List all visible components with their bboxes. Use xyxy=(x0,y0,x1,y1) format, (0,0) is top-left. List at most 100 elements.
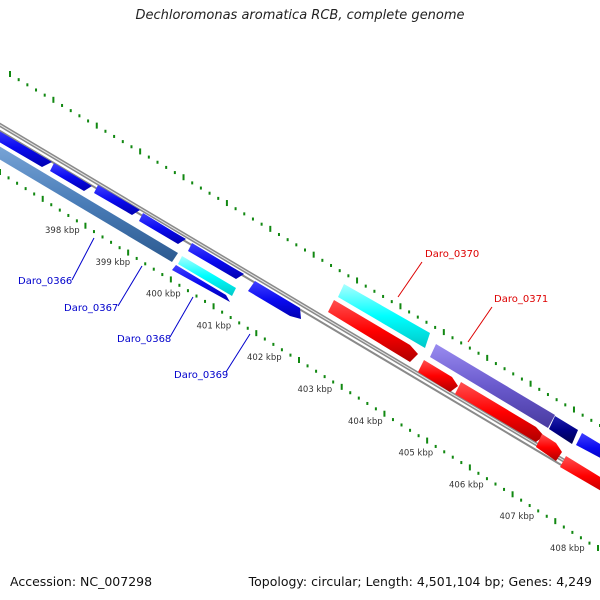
guide-dot xyxy=(152,267,155,271)
guide-dot xyxy=(512,372,515,376)
guide-dot xyxy=(434,325,437,329)
guide-dot xyxy=(417,434,420,438)
kbp-tick-label: 408 kbp xyxy=(550,544,585,554)
kbp-tick-label: 402 kbp xyxy=(247,353,282,363)
guide-dot xyxy=(340,383,343,390)
guide-dot xyxy=(312,251,315,258)
guide-dot xyxy=(50,203,53,207)
gene-arrow xyxy=(418,360,458,392)
gene-label[interactable]: Daro_0369 xyxy=(174,370,228,381)
accession-label: Accession: NC_007298 xyxy=(10,574,153,589)
guide-dot xyxy=(494,482,497,486)
guide-dot xyxy=(229,316,232,320)
guide-dot xyxy=(246,326,249,330)
guide-dot xyxy=(571,530,574,534)
guide-dot xyxy=(315,369,318,373)
gene-arrow xyxy=(0,146,178,262)
gene-arrow xyxy=(430,344,555,428)
guide-dot xyxy=(144,262,147,266)
guide-dot xyxy=(221,310,224,314)
guide-dot xyxy=(503,487,506,491)
guide-dot xyxy=(255,330,258,337)
guide-dot xyxy=(165,165,168,169)
guide-dot xyxy=(173,171,176,175)
guide-dot xyxy=(24,187,27,191)
guide-dot xyxy=(426,437,429,444)
gene-leader-line xyxy=(117,265,143,307)
guide-dot xyxy=(486,354,489,361)
kbp-tick-label: 399 kbp xyxy=(96,258,131,268)
guide-dot xyxy=(306,364,309,368)
gene-arrow xyxy=(560,456,600,491)
guide-dot xyxy=(399,303,402,310)
kbp-tick-label: 398 kbp xyxy=(45,226,80,236)
guide-dot xyxy=(382,294,385,298)
guide-dot xyxy=(511,491,514,498)
guide-dot xyxy=(347,274,350,278)
guide-dot xyxy=(186,289,189,293)
guide-dot xyxy=(442,329,445,336)
gene-leader-line xyxy=(397,261,423,298)
guide-dot xyxy=(529,380,532,387)
guide-dot xyxy=(451,455,454,459)
guide-dot xyxy=(597,545,599,551)
kbp-tick-label: 406 kbp xyxy=(449,480,484,490)
gene-leader-line xyxy=(225,333,251,373)
guide-dot xyxy=(75,219,78,223)
guide-dot xyxy=(78,114,81,118)
guide-dot xyxy=(277,233,280,237)
guide-dot xyxy=(434,444,437,448)
guide-dot xyxy=(87,119,90,123)
gene-label[interactable]: Daro_0368 xyxy=(117,334,171,345)
guide-dot xyxy=(101,235,104,239)
guide-dot xyxy=(26,83,29,87)
guide-dot xyxy=(425,320,428,324)
guide-dot xyxy=(113,134,116,138)
guide-dot xyxy=(408,310,411,314)
genome-summary: Topology: circular; Length: 4,501,104 bp… xyxy=(248,574,592,589)
guide-dot xyxy=(485,477,488,481)
guide-dot xyxy=(208,191,211,195)
guide-dot xyxy=(400,423,403,427)
guide-dot xyxy=(260,222,263,226)
guide-dot xyxy=(33,192,36,196)
guide-dot xyxy=(304,248,306,252)
guide-dot xyxy=(538,387,541,391)
guide-dot xyxy=(225,200,228,207)
kbp-tick-label: 401 kbp xyxy=(197,321,232,331)
kbp-tick-label: 407 kbp xyxy=(500,512,535,522)
guide-dot xyxy=(169,276,172,283)
guide-dot xyxy=(443,450,446,454)
gene-leader-line xyxy=(169,296,194,338)
guide-dot xyxy=(7,176,10,180)
guide-dot xyxy=(263,337,266,341)
gene-label[interactable]: Daro_0367 xyxy=(64,303,118,314)
guide-dot xyxy=(590,418,593,422)
guide-dot xyxy=(555,398,558,402)
guide-dot xyxy=(69,109,72,113)
guide-dot xyxy=(243,212,246,216)
gene-arrow xyxy=(178,256,236,296)
guide-dot xyxy=(118,246,121,250)
guide-dot xyxy=(494,362,497,366)
guide-dot xyxy=(67,213,70,217)
guide-dot xyxy=(477,351,480,355)
gene-arrow xyxy=(94,185,140,215)
guide-dot xyxy=(409,428,412,432)
gene-arrow xyxy=(139,213,186,244)
kbp-tick-label: 405 kbp xyxy=(399,449,434,459)
guide-dot xyxy=(357,396,360,400)
gene-label[interactable]: Daro_0366 xyxy=(18,276,72,287)
gene-label[interactable]: Daro_0371 xyxy=(494,294,548,305)
guide-dot xyxy=(280,348,283,352)
guide-dot xyxy=(217,196,220,200)
gene-arrow xyxy=(50,163,92,191)
gene-arrow xyxy=(536,434,562,461)
guide-dot xyxy=(364,284,367,288)
gene-label[interactable]: Daro_0370 xyxy=(425,249,479,260)
guide-dot xyxy=(564,403,567,407)
guide-dot xyxy=(135,256,138,260)
guide-dot xyxy=(43,93,46,97)
guide-dot xyxy=(468,346,471,350)
